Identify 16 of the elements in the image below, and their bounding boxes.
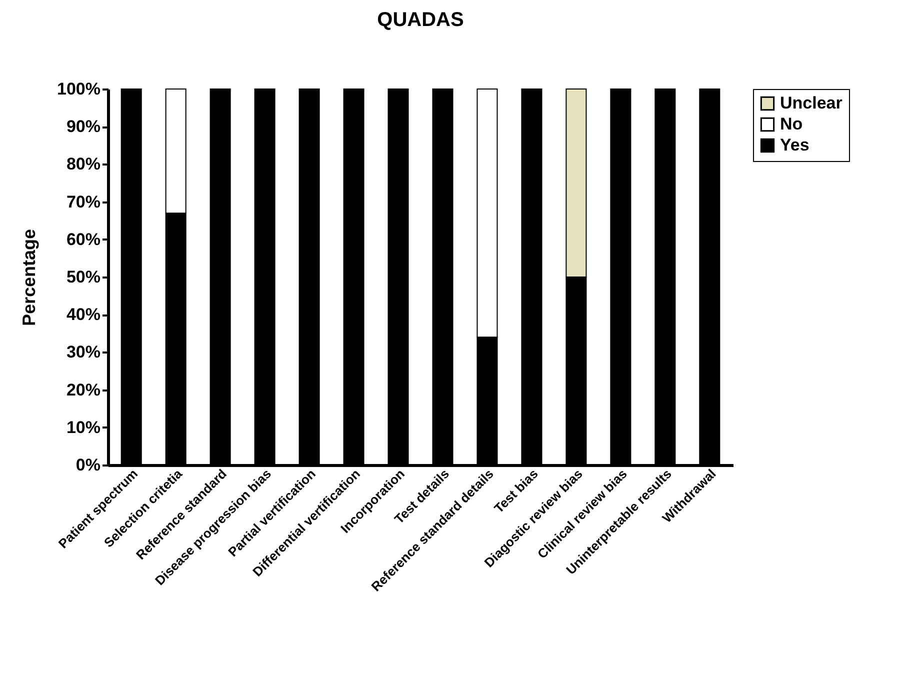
y-tick-label: 80% xyxy=(66,154,100,174)
legend-label: Unclear xyxy=(780,94,843,112)
legend-label: No xyxy=(780,114,803,134)
y-tick-label: 50% xyxy=(66,268,100,286)
y-tick-label: 40% xyxy=(66,305,100,324)
y-tick-label: 70% xyxy=(66,192,100,212)
y-tick-label: 90% xyxy=(66,117,100,136)
legend-label: Yes xyxy=(780,136,810,154)
y-tick-label: 20% xyxy=(66,380,100,400)
y-tick-label: 100% xyxy=(57,80,100,98)
y-tick-label: 60% xyxy=(66,230,100,249)
y-tick-label: 10% xyxy=(66,418,100,437)
chart-title: QUADAS xyxy=(377,9,464,31)
y-tick-label: 30% xyxy=(66,342,100,362)
y-axis-title: Percentage xyxy=(19,228,40,326)
y-tick-label: 0% xyxy=(76,456,100,474)
